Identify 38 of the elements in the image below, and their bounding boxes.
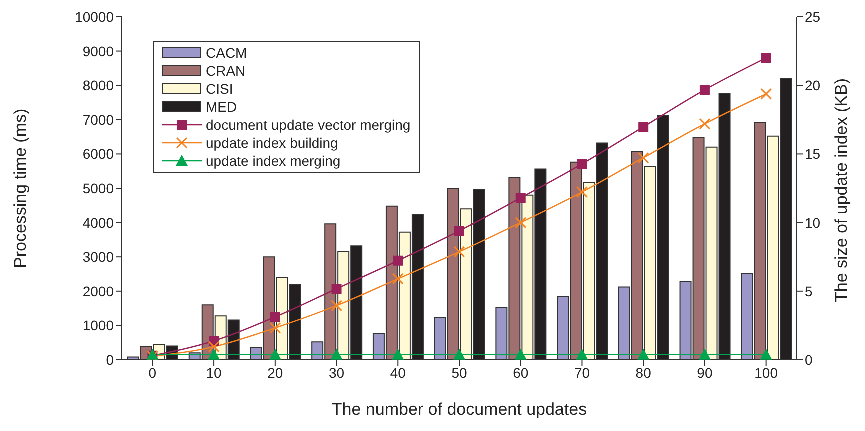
y-tick-label: 7000	[82, 112, 114, 128]
x-axis-title: The number of document updates	[332, 400, 588, 419]
y-tick-label: 1000	[82, 318, 114, 334]
y-tick-label: 2000	[82, 283, 114, 300]
y2-tick-label: 5	[805, 283, 813, 300]
y2-tick-label: 25	[805, 8, 821, 25]
y-tick-label: 5000	[82, 180, 114, 196]
y2-tick-label: 20	[805, 78, 821, 94]
x-tick-label: 80	[636, 364, 652, 381]
x-tick-label: 0	[148, 364, 157, 381]
x-tick-label: 70	[574, 364, 590, 381]
x-tick-label: 30	[328, 364, 345, 381]
y-tick-label: 6000	[82, 146, 114, 162]
y-tick-label: 8000	[82, 78, 114, 94]
x-tick-label: 100	[754, 364, 778, 381]
legend-label: update index building	[206, 134, 338, 152]
y2-axis-title: The size of update index (KB)	[832, 78, 852, 302]
legend-label: document update vector merging	[206, 116, 411, 134]
x-tick-label: 20	[268, 364, 284, 381]
x-tick-label: 90	[697, 364, 713, 381]
y2-tick-label: 0	[805, 352, 813, 368]
y-tick-label: 4000	[82, 214, 114, 231]
y-axis-title: Processing time (ms)	[11, 108, 30, 268]
y-tick-label: 10000	[75, 8, 114, 25]
legend-label: MED	[206, 98, 238, 116]
legend-label: update index merging	[206, 152, 341, 170]
legend-label: CISI	[206, 80, 234, 98]
x-tick-label: 40	[390, 364, 406, 381]
y-tick-label: 0	[106, 352, 114, 368]
x-tick-label: 10	[206, 364, 222, 381]
y-tick-label: 3000	[82, 249, 114, 266]
legend-label: CRAN	[206, 62, 246, 80]
x-tick-label: 60	[513, 364, 529, 381]
y2-tick-label: 10	[805, 214, 821, 231]
x-tick-label: 50	[452, 364, 468, 381]
legend-label: CACM	[206, 44, 248, 62]
y2-tick-label: 15	[805, 146, 821, 162]
y-tick-label: 9000	[82, 43, 114, 60]
